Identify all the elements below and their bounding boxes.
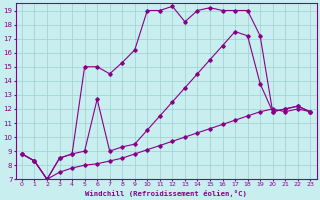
X-axis label: Windchill (Refroidissement éolien,°C): Windchill (Refroidissement éolien,°C) [85,190,247,197]
